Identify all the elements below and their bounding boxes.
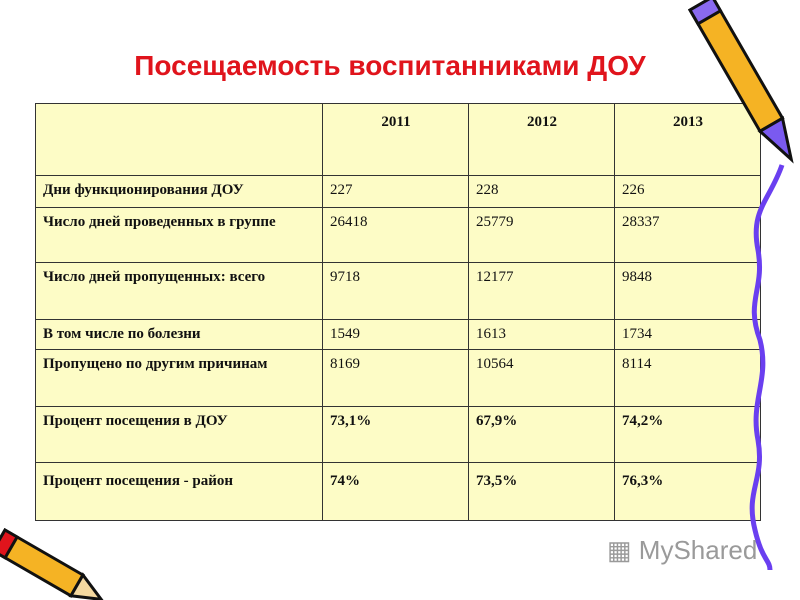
pencil-top-right-icon: [687, 0, 794, 164]
cell: 76,3%: [614, 462, 761, 521]
cell: 73,1%: [322, 406, 469, 463]
squiggle-line-icon: [749, 164, 785, 571]
cell: 228: [468, 175, 615, 208]
row-label: Число дней пропущенных: всего: [35, 262, 323, 320]
watermark-text: MyShared: [638, 535, 758, 565]
table-row: Процент посещения в ДОУ 73,1% 67,9% 74,2…: [35, 406, 761, 463]
table-row: Число дней проведенных в группе 26418 25…: [35, 207, 761, 263]
watermark: ▦ MyShared: [607, 535, 758, 565]
header-2011: 2011: [322, 103, 469, 176]
cell: 8169: [322, 349, 469, 407]
header-2012: 2012: [468, 103, 615, 176]
header-empty: [35, 103, 323, 176]
pencil-bottom-left-icon: [0, 527, 105, 600]
table-row: Число дней пропущенных: всего 9718 12177…: [35, 262, 761, 320]
cell: 26418: [322, 207, 469, 263]
cell: 9848: [614, 262, 761, 320]
row-label: Пропущено по другим причинам: [35, 349, 323, 407]
cell: 74,2%: [614, 406, 761, 463]
cell: 1613: [468, 319, 615, 350]
cell: 28337: [614, 207, 761, 263]
row-label: В том числе по болезни: [35, 319, 323, 350]
table-row: Процент посещения - район 74% 73,5% 76,3…: [35, 462, 761, 521]
cell: 9718: [322, 262, 469, 320]
row-label: Дни функционирования ДОУ: [35, 175, 323, 208]
cell: 227: [322, 175, 469, 208]
table-row: В том числе по болезни 1549 1613 1734: [35, 319, 761, 350]
table-row: Дни функционирования ДОУ 227 228 226: [35, 175, 761, 208]
cell: 1734: [614, 319, 761, 350]
cell: 10564: [468, 349, 615, 407]
cell: 8114: [614, 349, 761, 407]
cell: 1549: [322, 319, 469, 350]
attendance-table: 2011 2012 2013 Дни функционирования ДОУ …: [35, 103, 761, 521]
table-header-row: 2011 2012 2013: [35, 103, 761, 176]
cell: 12177: [468, 262, 615, 320]
header-2013: 2013: [614, 103, 761, 176]
row-label: Число дней проведенных в группе: [35, 207, 323, 263]
row-label: Процент посещения в ДОУ: [35, 406, 323, 463]
table-row: Пропущено по другим причинам 8169 10564 …: [35, 349, 761, 407]
cell: 226: [614, 175, 761, 208]
cell: 73,5%: [468, 462, 615, 521]
cell: 67,9%: [468, 406, 615, 463]
cell: 74%: [322, 462, 469, 521]
slide-title: Посещаемость воспитанниками ДОУ: [134, 50, 646, 81]
row-label: Процент посещения - район: [35, 462, 323, 521]
cell: 25779: [468, 207, 615, 263]
